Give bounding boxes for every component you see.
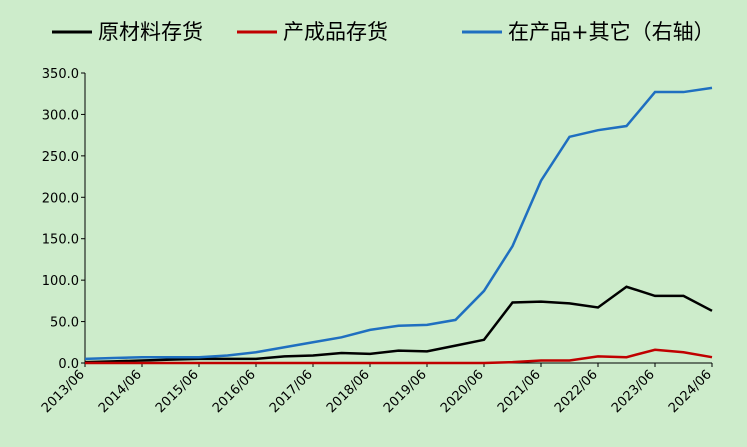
x-tick-label: 2021/06 (495, 367, 544, 416)
y-tick-label: 250.0 (42, 150, 79, 165)
x-tick-label: 2023/06 (609, 367, 658, 416)
x-tick-label: 2019/06 (381, 367, 430, 416)
legend-label: 原材料存货 (98, 20, 203, 44)
x-tick-label: 2020/06 (438, 367, 487, 416)
series-line (84, 285, 713, 364)
y-tick-label: 350.0 (42, 67, 79, 82)
x-tick-label: 2018/06 (324, 367, 373, 416)
y-tick-label: 200.0 (42, 191, 79, 206)
x-tick-label: 2016/06 (210, 367, 259, 416)
series-line (85, 348, 713, 365)
x-tick-label: 2024/06 (666, 367, 715, 416)
y-tick-label: 0.0 (58, 357, 79, 372)
x-tick-label: 2013/06 (39, 367, 88, 416)
x-tick-label: 2022/06 (552, 367, 601, 416)
y-tick-label: 50.0 (50, 316, 79, 331)
series-line (84, 86, 713, 361)
y-tick-label: 300.0 (42, 108, 79, 123)
x-tick-label: 2017/06 (267, 367, 316, 416)
legend-label: 产成品存货 (283, 20, 388, 44)
x-tick-label: 2015/06 (153, 367, 202, 416)
y-tick-label: 150.0 (42, 233, 79, 248)
x-tick-label: 2014/06 (96, 367, 145, 416)
y-tick-label: 100.0 (42, 274, 79, 289)
legend-label: 在产品+其它（右轴） (508, 20, 715, 44)
